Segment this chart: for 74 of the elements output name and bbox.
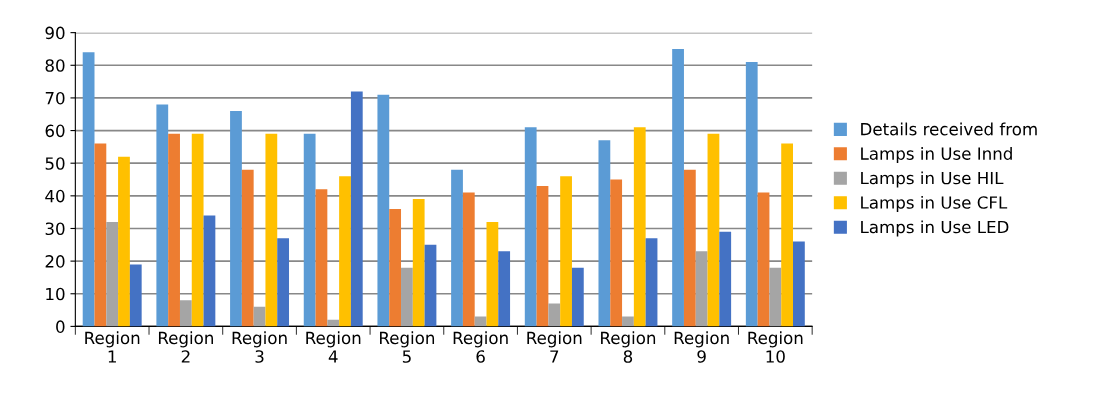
x-tick-label: Region 9 — [674, 331, 729, 363]
x-tick-label: Region 10 — [748, 331, 803, 363]
bar — [412, 199, 425, 327]
bar — [719, 231, 732, 327]
bar — [598, 140, 611, 327]
x-tick-label: Region 1 — [85, 331, 140, 363]
legend-label: Details received from — [861, 122, 1037, 136]
bar — [498, 251, 511, 327]
y-tick-label: 60 — [45, 124, 65, 138]
x-tick-label: Region 3 — [232, 331, 287, 363]
bar — [277, 238, 290, 327]
y-tick-label: 10 — [46, 287, 65, 301]
bar — [265, 133, 278, 327]
bar — [536, 186, 549, 327]
bar — [230, 110, 242, 327]
bar — [451, 169, 463, 327]
bar — [781, 143, 794, 327]
bar — [571, 267, 584, 327]
x-tick-label: Region 7 — [527, 331, 582, 363]
bar — [486, 221, 499, 327]
legend-label: Lamps in Use LED — [861, 220, 1009, 237]
bar — [560, 176, 572, 327]
x-tick-label: Region 4 — [306, 331, 361, 363]
legend-label: Lamps in Use CFL — [861, 195, 1008, 213]
bar — [203, 215, 216, 327]
bar — [82, 52, 95, 327]
bar — [339, 176, 351, 327]
bar — [462, 192, 475, 327]
y-tick-label: 50 — [45, 157, 65, 170]
y-tick-label: 20 — [45, 255, 65, 268]
bar — [793, 241, 805, 327]
x-tick-label: Region 2 — [158, 331, 213, 363]
x-tick-label: Region 8 — [601, 331, 656, 363]
bar — [118, 156, 130, 327]
bar — [622, 316, 634, 327]
bar — [179, 300, 192, 327]
bar — [168, 133, 180, 327]
x-tick-label: Region 6 — [453, 331, 508, 363]
bar — [401, 267, 413, 327]
bar — [769, 267, 782, 327]
bar — [645, 238, 658, 327]
y-tick-label: 80 — [45, 59, 65, 72]
bar — [548, 303, 561, 327]
bar — [683, 169, 696, 327]
y-tick-label: 0 — [56, 320, 65, 333]
bar — [424, 244, 437, 327]
bar — [253, 306, 266, 327]
bar — [241, 169, 254, 327]
legend-label: Lamps in Use Innd — [861, 146, 1012, 164]
bar — [745, 62, 758, 327]
bar — [695, 251, 708, 327]
bar — [106, 221, 119, 327]
bar — [315, 189, 328, 327]
bar — [129, 264, 142, 327]
legend-label: Lamps in Use HIL — [861, 171, 1004, 188]
bar — [707, 133, 720, 327]
y-tick-label: 40 — [45, 189, 65, 203]
y-tick-label: 90 — [45, 26, 65, 40]
y-tick-label: 30 — [45, 222, 65, 236]
bar — [94, 143, 107, 327]
bar — [757, 192, 770, 327]
bar — [389, 208, 402, 327]
bar — [327, 319, 340, 327]
bar — [303, 133, 316, 327]
bar — [191, 133, 204, 327]
bar — [633, 127, 646, 327]
bar — [156, 104, 169, 327]
bar — [610, 179, 623, 327]
x-tick-label: Region 5 — [380, 331, 435, 363]
y-tick-label: 70 — [45, 91, 65, 105]
bar — [377, 94, 390, 327]
bar — [524, 127, 537, 327]
bar — [672, 48, 684, 327]
bar — [350, 91, 363, 327]
